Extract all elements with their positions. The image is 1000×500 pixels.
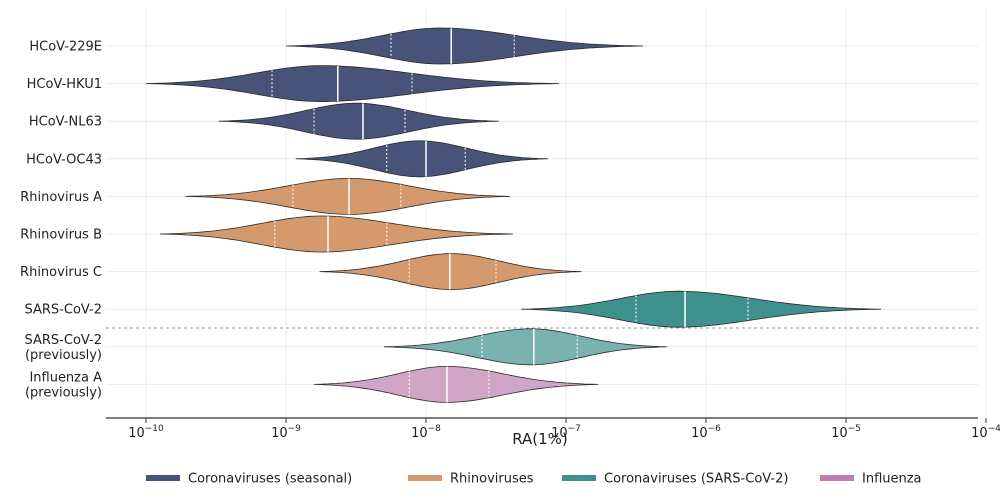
category-label: HCoV-HKU1 bbox=[27, 77, 102, 92]
violin bbox=[185, 178, 511, 215]
legend-swatch bbox=[408, 475, 442, 481]
category-label: Rhinovirus B bbox=[20, 228, 102, 243]
category-label: SARS-CoV-2 bbox=[25, 303, 103, 318]
x-tick-label: 10−9 bbox=[271, 424, 301, 441]
x-axis: 10−10 10−9 10−8 10−7 10−6 10−5 10−4 bbox=[106, 417, 1000, 441]
category-label: HCoV-229E bbox=[29, 40, 102, 55]
x-tick-label: 10−10 bbox=[128, 424, 164, 441]
x-tick-label: 10−6 bbox=[691, 424, 721, 441]
legend-label: Coronaviruses (SARS-CoV-2) bbox=[604, 472, 788, 487]
x-tick-label: 10−4 bbox=[971, 424, 1000, 441]
violin bbox=[285, 27, 644, 65]
violin bbox=[295, 140, 548, 178]
legend-swatch bbox=[562, 475, 596, 481]
category-label: Rhinovirus A bbox=[20, 190, 102, 205]
legend: Coronaviruses (seasonal) Rhinoviruses Coro… bbox=[146, 472, 922, 487]
violin bbox=[218, 102, 499, 140]
legend-swatch bbox=[146, 475, 180, 481]
legend-label: Coronaviruses (seasonal) bbox=[188, 472, 352, 487]
category-label: Rhinovirus C bbox=[20, 265, 102, 280]
x-tick-label: 10−8 bbox=[411, 424, 441, 441]
category-label: HCoV-NL63 bbox=[29, 115, 102, 130]
legend-label: Influenza bbox=[862, 472, 922, 487]
category-label: HCoV-OC43 bbox=[26, 152, 102, 167]
violin bbox=[313, 366, 599, 403]
violin bbox=[159, 215, 513, 253]
x-axis-title: RA(1%) bbox=[512, 430, 568, 448]
x-tick-label: 10−7 bbox=[551, 424, 581, 441]
category-label: SARS-CoV-2 (previously) bbox=[25, 333, 103, 363]
category-label: Influenza A (previously) bbox=[25, 370, 102, 400]
violin bbox=[383, 328, 667, 366]
violin-layer bbox=[106, 27, 978, 403]
violin bbox=[521, 290, 882, 328]
category-label-layer: HCoV-229E HCoV-HKU1 HCoV-NL63 HCoV-OC43 Rhin… bbox=[20, 40, 102, 401]
legend-swatch bbox=[820, 475, 854, 481]
legend-label: Rhinoviruses bbox=[450, 472, 534, 487]
x-tick-label: 10−5 bbox=[831, 424, 861, 441]
violin bbox=[145, 65, 560, 102]
